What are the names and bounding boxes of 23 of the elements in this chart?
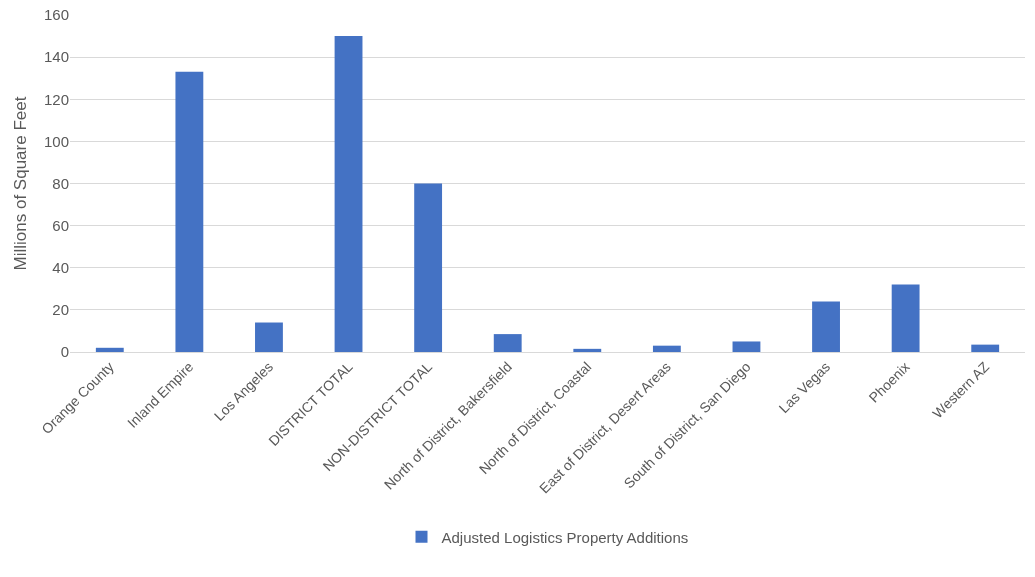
y-tick-label: 0 [60,343,69,361]
bar [573,348,602,352]
bar [812,301,840,352]
y-axis-title: Millions of Square Feet [11,96,30,271]
bar [732,341,761,352]
y-tick-label: 140 [43,48,69,66]
y-tick-label: 80 [52,174,69,192]
bar [652,345,681,352]
bar [334,36,363,352]
y-tick-label: 120 [43,90,69,108]
y-tick-label: 100 [43,132,69,150]
bar [255,322,283,352]
bar [414,183,443,352]
y-tick-label: 40 [52,259,69,276]
bar [493,334,522,352]
bar [175,71,204,352]
legend-label: Adjusted Logistics Property Additions [441,528,689,546]
y-tick-label: 160 [43,6,69,24]
y-tick-label: 20 [52,301,69,319]
bar [971,344,1000,352]
bar [891,284,920,352]
y-tick-label: 60 [52,216,69,234]
bar [95,347,124,352]
